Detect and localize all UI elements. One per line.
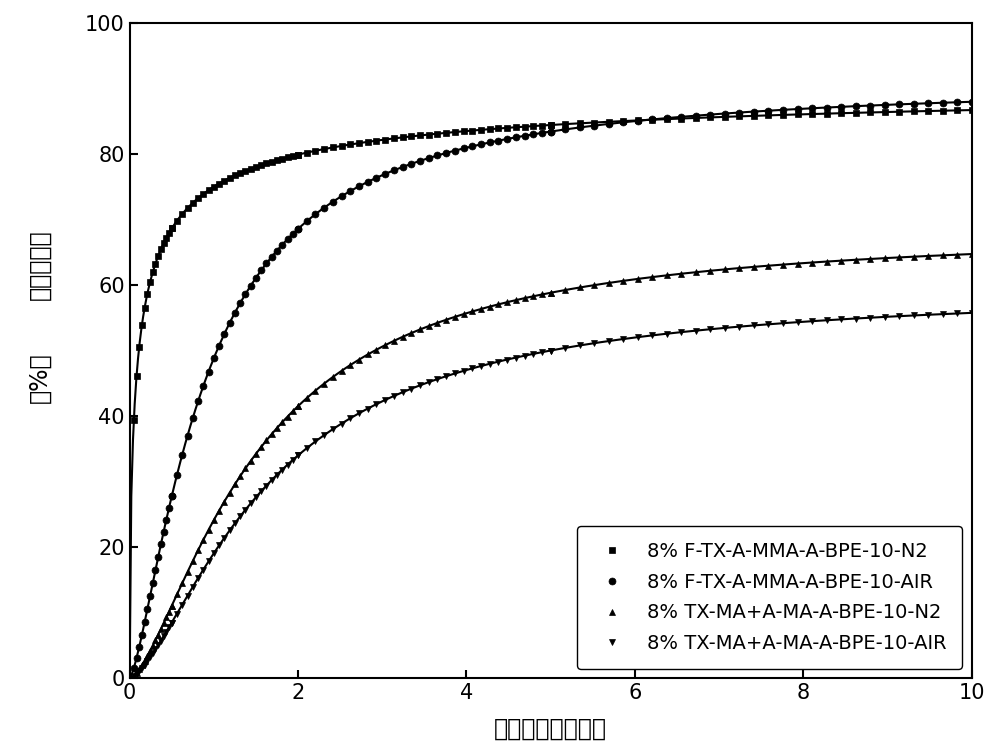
Line: 8% F-TX-A-MMA-A-BPE-10-AIR: 8% F-TX-A-MMA-A-BPE-10-AIR bbox=[130, 98, 975, 671]
8% TX-MA+A-MA-A-BPE-10-N2 bbox=[966, 249, 978, 259]
Line: 8% TX-MA+A-MA-A-BPE-10-AIR: 8% TX-MA+A-MA-A-BPE-10-AIR bbox=[130, 309, 975, 680]
Text: 双键转化率: 双键转化率 bbox=[28, 229, 52, 300]
8% TX-MA+A-MA-A-BPE-10-N2 bbox=[187, 556, 199, 565]
8% F-TX-A-MMA-A-BPE-10-N2 bbox=[966, 106, 978, 115]
8% F-TX-A-MMA-A-BPE-10-N2 bbox=[893, 107, 905, 116]
8% TX-MA+A-MA-A-BPE-10-N2 bbox=[850, 256, 862, 265]
8% TX-MA+A-MA-A-BPE-10-AIR bbox=[893, 311, 905, 321]
8% F-TX-A-MMA-A-BPE-10-N2 bbox=[187, 198, 199, 207]
Text: （%）: （%） bbox=[28, 353, 52, 403]
8% TX-MA+A-MA-A-BPE-10-N2 bbox=[388, 336, 400, 345]
8% F-TX-A-MMA-A-BPE-10-N2 bbox=[850, 108, 862, 117]
8% TX-MA+A-MA-A-BPE-10-AIR bbox=[458, 367, 470, 376]
8% TX-MA+A-MA-A-BPE-10-N2 bbox=[893, 253, 905, 262]
8% TX-MA+A-MA-A-BPE-10-AIR bbox=[850, 314, 862, 323]
8% F-TX-A-MMA-A-BPE-10-AIR bbox=[208, 354, 220, 363]
8% TX-MA+A-MA-A-BPE-10-AIR bbox=[187, 582, 199, 591]
8% TX-MA+A-MA-A-BPE-10-AIR bbox=[128, 671, 140, 680]
X-axis label: 光照时间（分钟）: 光照时间（分钟） bbox=[494, 717, 607, 741]
8% TX-MA+A-MA-A-BPE-10-AIR bbox=[966, 308, 978, 318]
Legend: 8% F-TX-A-MMA-A-BPE-10-N2, 8% F-TX-A-MMA-A-BPE-10-AIR, 8% TX-MA+A-MA-A-BPE-10-N2: 8% F-TX-A-MMA-A-BPE-10-N2, 8% F-TX-A-MMA… bbox=[577, 526, 962, 668]
8% TX-MA+A-MA-A-BPE-10-AIR bbox=[208, 549, 220, 558]
8% F-TX-A-MMA-A-BPE-10-AIR bbox=[966, 98, 978, 107]
8% TX-MA+A-MA-A-BPE-10-AIR bbox=[388, 392, 400, 401]
8% F-TX-A-MMA-A-BPE-10-AIR bbox=[458, 144, 470, 153]
8% F-TX-A-MMA-A-BPE-10-AIR bbox=[388, 166, 400, 175]
8% TX-MA+A-MA-A-BPE-10-N2 bbox=[458, 309, 470, 318]
8% F-TX-A-MMA-A-BPE-10-AIR bbox=[187, 414, 199, 423]
8% F-TX-A-MMA-A-BPE-10-N2 bbox=[128, 416, 140, 425]
8% F-TX-A-MMA-A-BPE-10-AIR bbox=[850, 101, 862, 110]
8% F-TX-A-MMA-A-BPE-10-AIR bbox=[893, 100, 905, 109]
8% F-TX-A-MMA-A-BPE-10-N2 bbox=[208, 182, 220, 191]
8% F-TX-A-MMA-A-BPE-10-AIR bbox=[128, 664, 140, 673]
Line: 8% TX-MA+A-MA-A-BPE-10-N2: 8% TX-MA+A-MA-A-BPE-10-N2 bbox=[130, 250, 975, 679]
8% F-TX-A-MMA-A-BPE-10-N2 bbox=[388, 134, 400, 143]
8% TX-MA+A-MA-A-BPE-10-N2 bbox=[208, 516, 220, 525]
8% TX-MA+A-MA-A-BPE-10-N2 bbox=[128, 671, 140, 680]
8% F-TX-A-MMA-A-BPE-10-N2 bbox=[458, 127, 470, 136]
Line: 8% F-TX-A-MMA-A-BPE-10-N2: 8% F-TX-A-MMA-A-BPE-10-N2 bbox=[130, 107, 975, 424]
